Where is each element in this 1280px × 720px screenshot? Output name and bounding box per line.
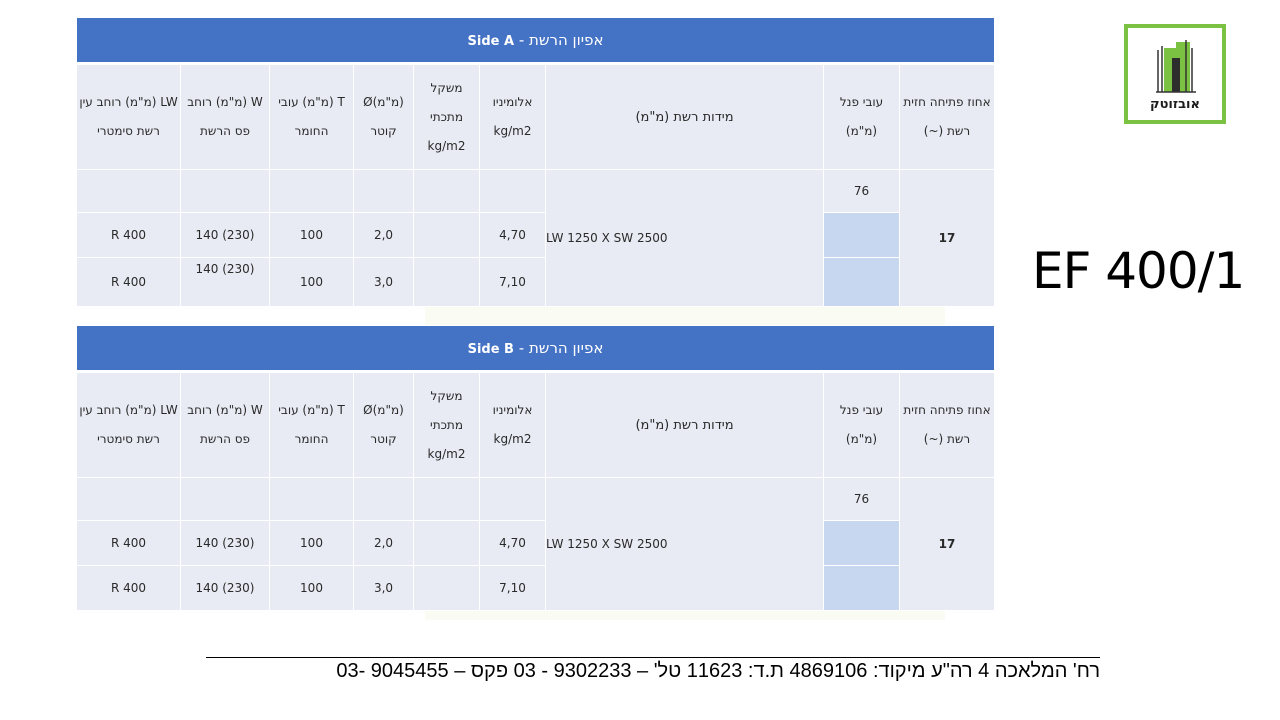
table-row: 4,70 2,0 100 140 (230) R 400 [76, 212, 995, 258]
logo-text: אובזוטק [1150, 97, 1200, 112]
open-area-value: 17 [899, 477, 995, 611]
open-area-value: 17 [899, 169, 995, 307]
table-row: 7,10 3,0 100 140 (230) R 400 [76, 565, 995, 611]
aluminum-value: 7,10 [479, 565, 546, 611]
metal-weight-value [413, 212, 480, 258]
empty-cell [353, 477, 414, 521]
header-strip-width: W (מ"מ) רוחב פס הרשת [180, 63, 270, 170]
panel-cell [823, 565, 900, 611]
diameter-value: 2,0 [353, 520, 414, 566]
title-hebrew: אפיון הרשת [528, 339, 604, 357]
diameter-value: 3,0 [353, 257, 414, 307]
panel-thickness-value: 76 [823, 477, 900, 521]
strip-width-value: 140 (230) [180, 212, 270, 258]
table-title: Side A - אפיון הרשת [76, 17, 995, 65]
empty-cell [353, 169, 414, 213]
mesh-dims-value: LW 1250 X SW 2500 [545, 477, 824, 611]
product-code: EF 400/1 [1032, 242, 1245, 300]
table-row: 4,70 2,0 100 140 (230) R 400 [76, 520, 995, 566]
panel-cell [823, 212, 900, 258]
empty-cell [76, 169, 181, 213]
mesh-dims-value: LW 1250 X SW 2500 [545, 169, 824, 307]
header-diameter: (מ"מ)Ø קוטר [353, 371, 414, 478]
header-metal-weight: משקל מתכתי kg/m2 [413, 371, 480, 478]
aluminum-value: 7,10 [479, 257, 546, 307]
aluminum-value: 4,70 [479, 212, 546, 258]
empty-cell [269, 169, 354, 213]
empty-cell [479, 169, 546, 213]
empty-cell [76, 477, 181, 521]
header-metal-weight: משקל מתכתי kg/m2 [413, 63, 480, 170]
header-diameter: (מ"מ)Ø קוטר [353, 63, 414, 170]
empty-cell [180, 169, 270, 213]
header-eye-width: LW (מ"מ) רוחב עין רשת סימטרי [76, 371, 181, 478]
eye-width-value: R 400 [76, 212, 181, 258]
header-aluminum: אלומיניו kg/m2 [479, 371, 546, 478]
footer-divider [206, 657, 1100, 658]
thickness-value: 100 [269, 212, 354, 258]
eye-width-value: R 400 [76, 257, 181, 307]
strip-width-value: 140 (230) [180, 257, 270, 307]
aluminum-value: 4,70 [479, 520, 546, 566]
diameter-value: 2,0 [353, 212, 414, 258]
title-separator: - [518, 339, 525, 357]
thickness-value: 100 [269, 565, 354, 611]
title-separator: - [518, 31, 525, 49]
header-thickness: T (מ"מ) עובי החומר [269, 63, 354, 170]
spec-table-side-b: Side B - אפיון הרשת אחוז פתיחה חזית רשת … [76, 325, 995, 611]
header-mesh-dims: מידות רשת (מ"מ) [545, 63, 824, 170]
company-logo: אובזוטק [1124, 24, 1226, 124]
strip-width-value: 140 (230) [180, 520, 270, 566]
spec-table-side-a: Side A - אפיון הרשת אחוז פתיחה חזית רשת … [76, 17, 995, 307]
header-panel-thickness: עובי פנל (מ"מ) [823, 63, 900, 170]
building-icon [1156, 40, 1196, 93]
thickness-value: 100 [269, 520, 354, 566]
table-title: Side B - אפיון הרשת [76, 325, 995, 373]
eye-width-value: R 400 [76, 520, 181, 566]
panel-thickness-value: 76 [823, 169, 900, 213]
diameter-value: 3,0 [353, 565, 414, 611]
empty-cell [180, 477, 270, 521]
metal-weight-value [413, 257, 480, 307]
title-hebrew: אפיון הרשת [529, 31, 604, 49]
empty-cell [269, 477, 354, 521]
header-aluminum: אלומיניו kg/m2 [479, 63, 546, 170]
empty-cell [413, 169, 480, 213]
strip-width-value: 140 (230) [180, 565, 270, 611]
metal-weight-value [413, 520, 480, 566]
title-side: Side A [467, 34, 515, 49]
title-side: Side B [467, 342, 514, 357]
thickness-value: 100 [269, 257, 354, 307]
header-panel-thickness: עובי פנל (מ"מ) [823, 371, 900, 478]
header-strip-width: W (מ"מ) רוחב פס הרשת [180, 371, 270, 478]
header-thickness: T (מ"מ) עובי החומר [269, 371, 354, 478]
header-open-area: אחוז פתיחה חזית רשת (~) [899, 63, 995, 170]
table-row: 7,10 3,0 100 140 (230) R 400 [76, 257, 995, 307]
panel-cell [823, 257, 900, 307]
metal-weight-value [413, 565, 480, 611]
eye-width-value: R 400 [76, 565, 181, 611]
panel-cell [823, 520, 900, 566]
header-eye-width: LW (מ"מ) רוחב עין רשת סימטרי [76, 63, 181, 170]
header-open-area: אחוז פתיחה חזית רשת (~) [899, 371, 995, 478]
footer-contact: רח' המלאכה 4 רה"ע מיקוד: 4869106 ת.ד: 11… [336, 660, 1100, 682]
header-mesh-dims: מידות רשת (מ"מ) [545, 371, 824, 478]
empty-cell [413, 477, 480, 521]
empty-cell [479, 477, 546, 521]
